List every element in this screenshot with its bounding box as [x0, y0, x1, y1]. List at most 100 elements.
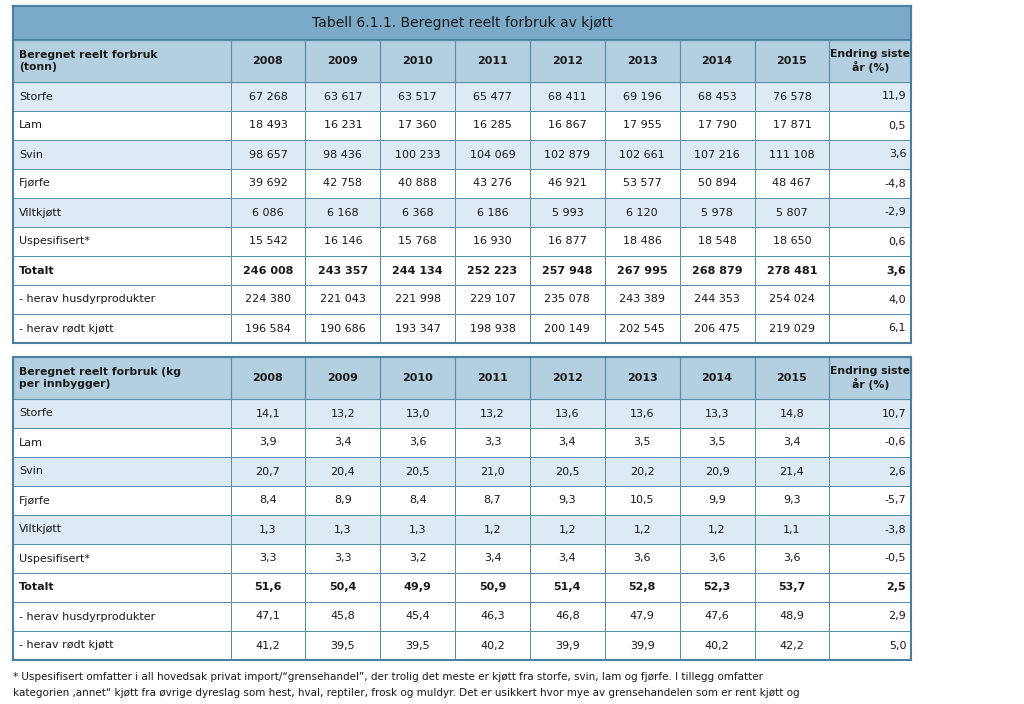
Bar	[680, 399, 755, 428]
Text: 3,5: 3,5	[634, 437, 651, 448]
Text: 2015: 2015	[776, 373, 807, 383]
Bar	[380, 602, 455, 631]
Text: 2012: 2012	[552, 373, 583, 383]
Text: 202 545: 202 545	[620, 324, 666, 334]
Bar	[829, 486, 911, 515]
Bar	[455, 544, 530, 573]
Bar	[13, 227, 230, 256]
Bar	[680, 40, 755, 82]
Text: - herav rødt kjøtt: - herav rødt kjøtt	[19, 324, 114, 334]
Bar	[530, 82, 605, 111]
Text: -0,5: -0,5	[885, 553, 906, 563]
Bar	[380, 82, 455, 111]
Text: 17 871: 17 871	[772, 120, 811, 130]
Bar	[455, 457, 530, 486]
Bar	[829, 198, 911, 227]
Bar	[605, 227, 680, 256]
Bar	[380, 357, 455, 399]
Text: 3,6: 3,6	[709, 553, 726, 563]
Bar	[13, 357, 911, 660]
Text: 3,4: 3,4	[483, 553, 502, 563]
Bar	[530, 40, 605, 82]
Text: 15 768: 15 768	[398, 237, 437, 246]
Text: 68 411: 68 411	[548, 92, 587, 101]
Bar	[13, 515, 230, 544]
Bar	[380, 428, 455, 457]
Bar	[13, 357, 230, 399]
Text: 3,3: 3,3	[334, 553, 351, 563]
Text: 16 146: 16 146	[324, 237, 362, 246]
Text: 98 436: 98 436	[324, 149, 362, 160]
Text: -0,6: -0,6	[885, 437, 906, 448]
Bar	[530, 399, 605, 428]
Bar	[829, 573, 911, 602]
Bar	[230, 573, 305, 602]
Bar	[230, 198, 305, 227]
Text: 10,5: 10,5	[630, 496, 654, 505]
Bar	[680, 140, 755, 169]
Text: 221 043: 221 043	[319, 294, 366, 305]
Bar	[605, 169, 680, 198]
Text: 16 930: 16 930	[473, 237, 512, 246]
Text: Svin: Svin	[19, 467, 43, 477]
Bar	[455, 486, 530, 515]
Text: 46 921: 46 921	[548, 179, 587, 189]
Text: - herav husdyrprodukter: - herav husdyrprodukter	[19, 294, 156, 305]
Text: 2015: 2015	[776, 56, 807, 66]
Text: 51,6: 51,6	[254, 582, 282, 593]
Bar	[605, 256, 680, 285]
Bar	[680, 256, 755, 285]
Bar	[455, 573, 530, 602]
Bar	[305, 256, 380, 285]
Text: 100 233: 100 233	[395, 149, 440, 160]
Text: -5,7: -5,7	[885, 496, 906, 505]
Bar	[829, 357, 911, 399]
Text: 2009: 2009	[328, 56, 358, 66]
Bar	[455, 169, 530, 198]
Text: 14,8: 14,8	[779, 408, 804, 418]
Text: -2,9: -2,9	[885, 208, 906, 218]
Text: 2014: 2014	[701, 56, 732, 66]
Text: 65 477: 65 477	[473, 92, 512, 101]
Bar	[230, 631, 305, 660]
Text: 254 024: 254 024	[769, 294, 815, 305]
Text: 198 938: 198 938	[470, 324, 515, 334]
Bar	[455, 515, 530, 544]
Bar	[605, 198, 680, 227]
Bar	[755, 457, 829, 486]
Bar	[455, 631, 530, 660]
Text: 51,4: 51,4	[554, 582, 582, 593]
Text: 50,9: 50,9	[479, 582, 506, 593]
Text: 21,0: 21,0	[480, 467, 505, 477]
Bar	[13, 140, 230, 169]
Text: 2010: 2010	[402, 56, 433, 66]
Text: 47,1: 47,1	[256, 612, 281, 622]
Text: 2010: 2010	[402, 373, 433, 383]
Bar	[755, 82, 829, 111]
Text: -3,8: -3,8	[885, 524, 906, 534]
Text: Uspesifisert*: Uspesifisert*	[19, 553, 90, 563]
Bar	[755, 631, 829, 660]
Text: -4,8: -4,8	[885, 179, 906, 189]
Bar	[605, 357, 680, 399]
Text: 20,7: 20,7	[256, 467, 281, 477]
Bar	[13, 314, 230, 343]
Bar	[305, 198, 380, 227]
Text: 1,2: 1,2	[709, 524, 726, 534]
Text: 3,2: 3,2	[409, 553, 427, 563]
Bar	[605, 40, 680, 82]
Bar	[530, 357, 605, 399]
Text: 63 517: 63 517	[398, 92, 437, 101]
Text: 8,4: 8,4	[259, 496, 276, 505]
Text: 221 998: 221 998	[394, 294, 440, 305]
Bar	[605, 399, 680, 428]
Text: 17 955: 17 955	[623, 120, 662, 130]
Text: 246 008: 246 008	[243, 265, 293, 275]
Bar	[605, 573, 680, 602]
Bar	[230, 40, 305, 82]
Bar	[305, 314, 380, 343]
Text: 10,7: 10,7	[882, 408, 906, 418]
Bar	[13, 399, 230, 428]
Text: 252 223: 252 223	[468, 265, 517, 275]
Bar	[829, 428, 911, 457]
